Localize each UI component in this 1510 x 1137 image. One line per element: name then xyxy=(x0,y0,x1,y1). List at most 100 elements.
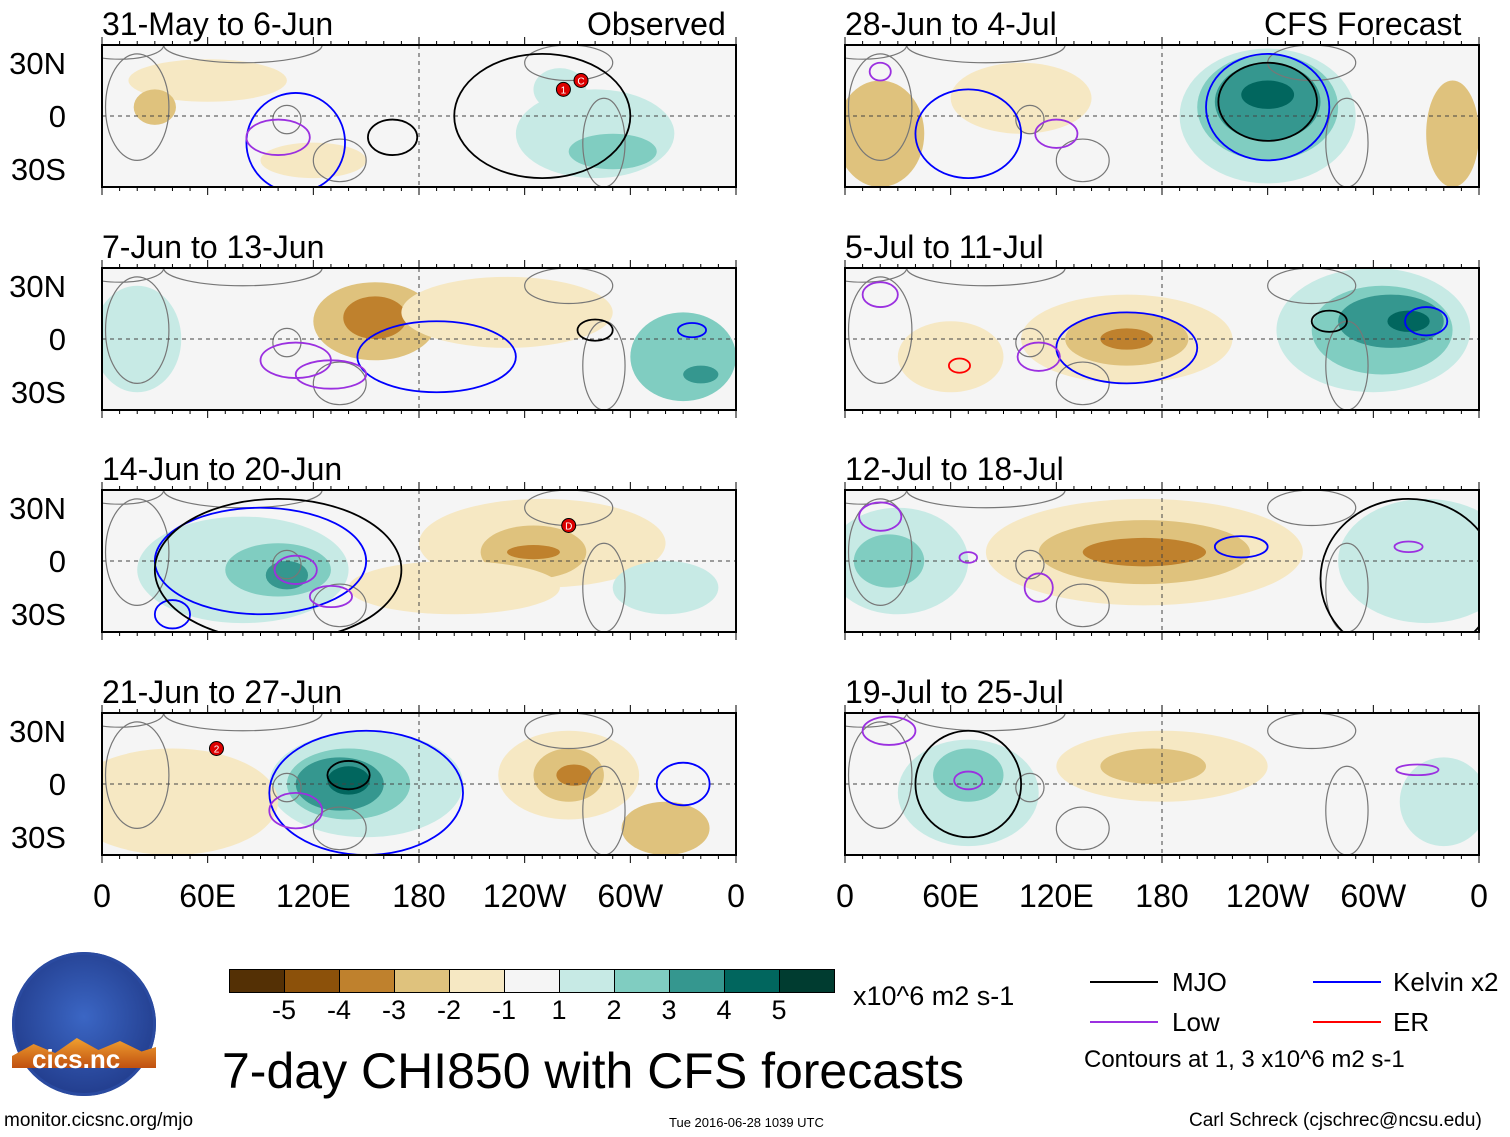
colorbar-swatch xyxy=(669,969,725,993)
anomaly-region xyxy=(327,766,370,795)
contour-low xyxy=(953,770,984,791)
coastline xyxy=(102,713,165,728)
coastline xyxy=(272,549,302,580)
coastline xyxy=(906,268,1066,287)
anomaly-region xyxy=(853,534,925,588)
lat-tick-label: 0 xyxy=(48,767,66,802)
contour-mjo xyxy=(326,760,371,791)
coastline xyxy=(272,772,302,803)
lon-tick-label: 60E xyxy=(179,878,237,914)
coastline xyxy=(163,713,323,732)
contour-low xyxy=(268,791,324,830)
coastline xyxy=(1055,806,1110,851)
cics-logo: cics.nc xyxy=(12,952,156,1096)
panel-title: 14-Jun to 20-Jun xyxy=(102,451,343,487)
coastline xyxy=(1015,549,1045,580)
colorbar-swatch xyxy=(614,969,670,993)
lat-tick-label: 0 xyxy=(48,99,66,134)
lon-tick-label: 120W xyxy=(482,878,567,914)
storm-marker xyxy=(208,741,224,756)
panel-title: 5-Jul to 11-Jul xyxy=(845,229,1044,265)
map-panel xyxy=(844,705,1480,863)
lat-tick-label: 30S xyxy=(10,375,66,411)
lat-tick-label: 0 xyxy=(48,322,66,357)
anomaly-region xyxy=(1082,537,1207,567)
panel-title: 19-Jul to 25-Jul xyxy=(845,674,1064,710)
anomaly-region xyxy=(612,561,719,615)
panel-title: 28-Jun to 4-Jul xyxy=(845,6,1057,42)
colorbar-swatch xyxy=(559,969,615,993)
contour-low xyxy=(273,554,318,585)
contour-low xyxy=(308,584,353,609)
coastline xyxy=(845,490,908,505)
contour-kelvin xyxy=(356,320,517,394)
contour-mjo xyxy=(914,729,1023,839)
lon-tick-label: 0 xyxy=(727,878,745,914)
contour-low xyxy=(1016,341,1061,372)
coastline xyxy=(906,490,1066,509)
coastline xyxy=(104,721,170,829)
panel-title: 21-Jun to 27-Jun xyxy=(102,674,343,710)
colorbar-swatch xyxy=(339,969,395,993)
legend-label-low: Low xyxy=(1172,1007,1220,1037)
colorbar-tick-label: 4 xyxy=(716,995,732,1025)
anomaly-region xyxy=(1387,310,1430,332)
contour-low xyxy=(958,551,978,564)
contour-kelvin xyxy=(1213,535,1269,559)
panel-title: 12-Jul to 18-Jul xyxy=(845,451,1064,487)
url-label[interactable]: monitor.cicsnc.org/mjo xyxy=(4,1110,194,1131)
lon-tick-label: 0 xyxy=(836,878,854,914)
anomaly-region xyxy=(348,561,560,615)
contour-mjo xyxy=(576,318,614,342)
contour-kelvin xyxy=(1404,306,1449,337)
anomaly-region xyxy=(507,545,560,560)
colorbar-tick-label: 1 xyxy=(551,995,567,1025)
coastline xyxy=(906,713,1066,732)
storm-marker xyxy=(555,81,571,97)
coastline xyxy=(582,97,626,187)
anomaly-region xyxy=(1100,748,1207,784)
legend-line-kelvin xyxy=(1313,981,1381,983)
lon-tick-label: 120E xyxy=(1018,878,1094,914)
storm-label: 1 xyxy=(561,85,567,96)
lon-tick-label: 60E xyxy=(922,878,980,914)
storm-marker xyxy=(573,73,589,88)
anomaly-region xyxy=(343,296,407,340)
storm-label: 2 xyxy=(214,745,220,756)
legend-label-mjo: MJO xyxy=(1172,967,1227,997)
lat-tick-label: 30N xyxy=(9,713,66,749)
anomaly-region xyxy=(933,748,1004,802)
contour-low xyxy=(858,501,903,532)
lon-tick-label: 60W xyxy=(597,878,664,914)
anomaly-region xyxy=(621,801,710,855)
anomaly-region xyxy=(102,748,279,855)
coastline xyxy=(1325,542,1369,632)
coastline xyxy=(1325,97,1369,187)
lat-tick-label: 0 xyxy=(48,544,66,579)
anomaly-region xyxy=(1426,80,1479,187)
anomaly-region xyxy=(401,276,613,348)
contour-kelvin xyxy=(655,761,711,807)
lon-tick-label: 0 xyxy=(93,878,111,914)
coastline xyxy=(1055,361,1110,406)
map-panel xyxy=(844,482,1480,640)
panel-title: 31-May to 6-Jun xyxy=(102,6,334,42)
anomaly-region xyxy=(630,312,736,402)
anomaly-region xyxy=(897,321,1004,393)
coastline xyxy=(582,765,626,855)
anomaly-region xyxy=(265,561,309,590)
storm-marker xyxy=(561,518,577,533)
lon-tick-label: 60W xyxy=(1340,878,1407,914)
colorbar-tick-label: -2 xyxy=(436,995,462,1025)
colorbar-swatch xyxy=(504,969,560,993)
coastline xyxy=(524,45,614,82)
map-panel: 1C xyxy=(101,37,737,195)
coastline xyxy=(847,721,913,829)
lat-tick-label: 30S xyxy=(10,152,66,188)
coastline xyxy=(524,713,614,750)
colorbar-tick-label: 5 xyxy=(771,995,787,1025)
coastline xyxy=(312,138,367,183)
contour-low xyxy=(1023,572,1054,603)
